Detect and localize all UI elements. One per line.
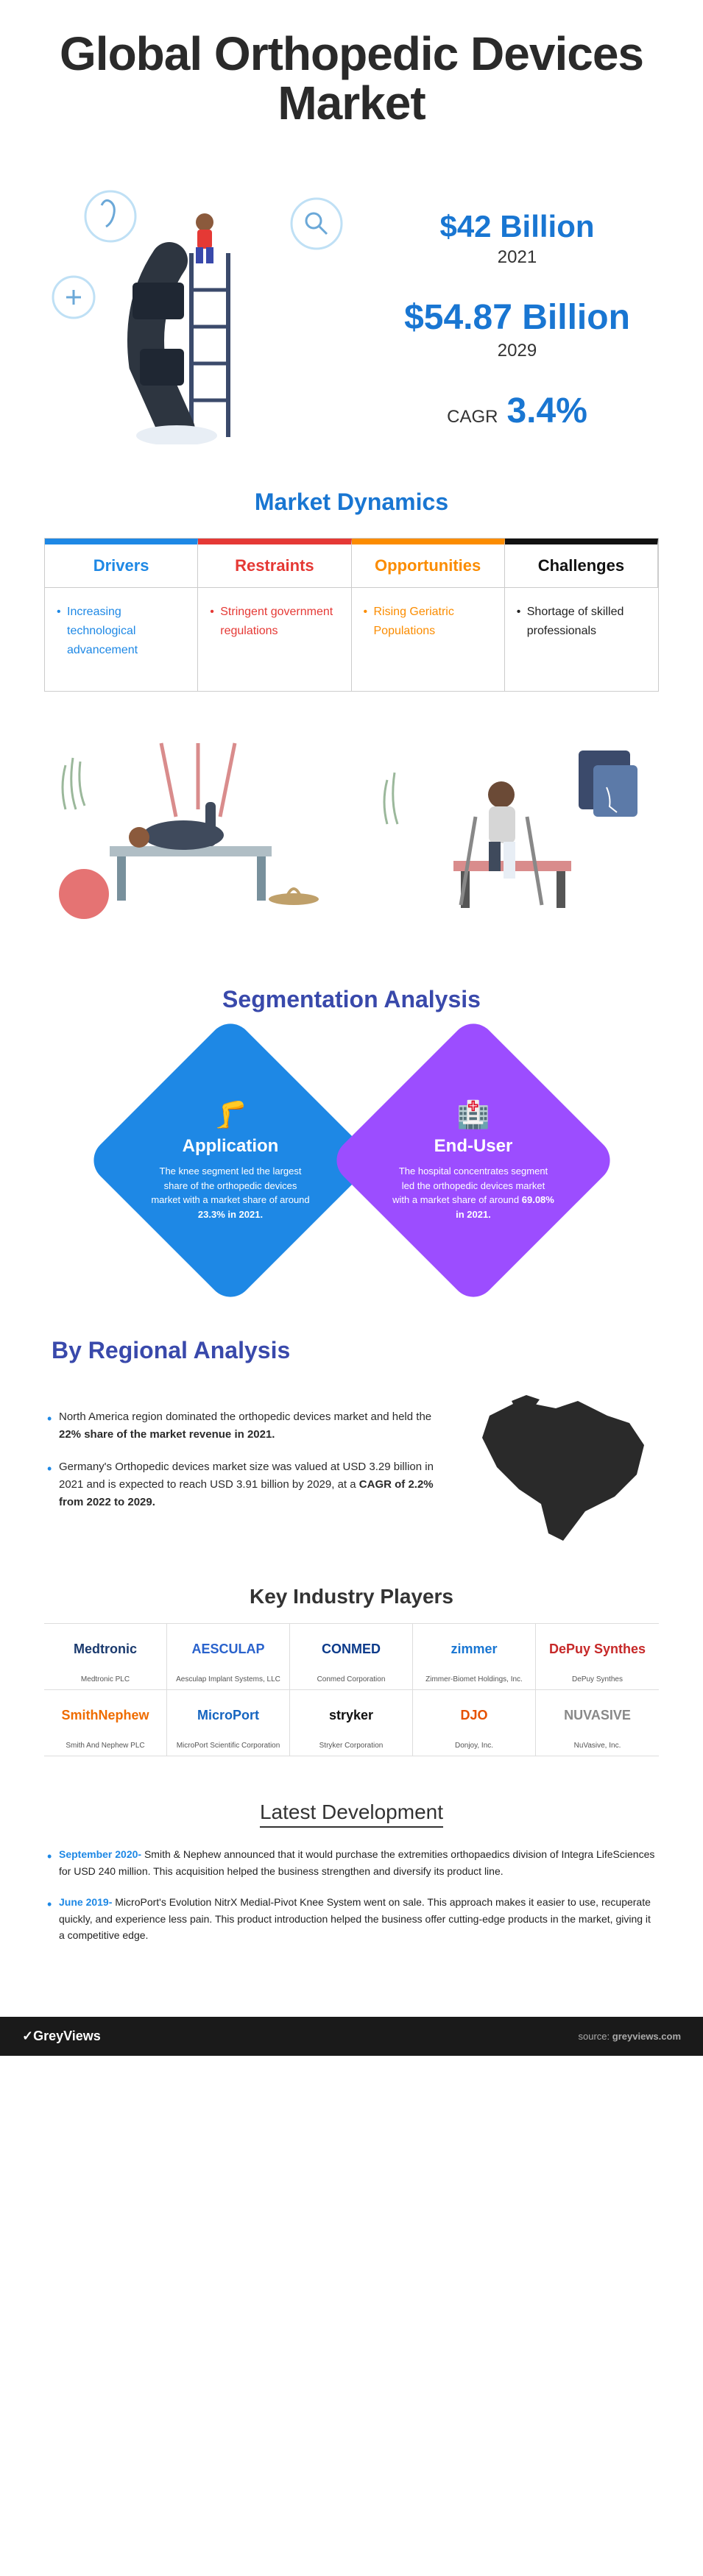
footer-logo: ✓GreyViews [22,2029,101,2044]
cagr-row: CAGR 3.4% [375,391,659,431]
player-name: DePuy Synthes [542,1675,653,1683]
dynamics-header-drivers: Drivers [45,539,198,588]
stat-value-2021: $42 Billion [375,209,659,244]
player-logo: SmithNephew [50,1700,160,1730]
regional-point-1: North America region dominated the ortho… [44,1408,445,1444]
player-logo: MicroPort [173,1700,283,1730]
players-title: Key Industry Players [44,1585,659,1608]
player-logo: stryker [296,1700,406,1730]
dynamics-header-restraints: Restraints [198,539,351,588]
player-name: MicroPort Scientific Corporation [173,1742,283,1750]
dynamics-cell-restraints: Stringent government regulations [198,588,351,691]
drivers-item: Increasing technological advancement [57,603,186,659]
therapy-illustration [51,736,331,927]
player-cell: DePuy Synthes DePuy Synthes [536,1624,659,1690]
player-cell: NUVASIVE NuVasive, Inc. [536,1690,659,1756]
player-logo: zimmer [419,1634,529,1664]
enduser-diamond: 🏥 End-User The hospital concentrates seg… [328,1015,619,1306]
regional-title: By Regional Analysis [52,1337,659,1364]
developments-title: Latest Development [44,1800,659,1824]
enduser-text: The hospital concentrates segment led th… [392,1164,554,1221]
development-date: June 2019- [59,1896,115,1908]
restraints-item: Stringent government regulations [210,603,339,640]
north-america-map [467,1394,659,1541]
player-name: Aesculap Implant Systems, LLC [173,1675,283,1683]
knee-icon: 🦵 [149,1099,311,1130]
development-text: MicroPort's Evolution NitrX Medial-Pivot… [59,1896,651,1941]
player-cell: MicroPort MicroPort Scientific Corporatio… [167,1690,290,1756]
player-cell: zimmer Zimmer-Biomet Holdings, Inc. [413,1624,536,1690]
opportunities-item: Rising Geriatric Populations [364,603,492,640]
regional-point-2: Germany's Orthopedic devices market size… [44,1458,445,1511]
player-name: NuVasive, Inc. [542,1742,653,1750]
player-name: Stryker Corporation [296,1742,406,1750]
player-cell: CONMED Conmed Corporation [290,1624,413,1690]
player-name: Conmed Corporation [296,1675,406,1683]
player-name: Zimmer-Biomet Holdings, Inc. [419,1675,529,1683]
player-logo: Medtronic [50,1634,160,1664]
challenges-item: Shortage of skilled professionals [517,603,646,640]
player-logo: DJO [419,1700,529,1730]
cagr-label: CAGR [447,407,498,427]
cagr-value: 3.4% [506,391,587,431]
player-cell: SmithNephew Smith And Nephew PLC [44,1690,167,1756]
player-cell: AESCULAP Aesculap Implant Systems, LLC [167,1624,290,1690]
development-item: June 2019- MicroPort's Evolution NitrX M… [44,1894,659,1943]
application-label: Application [149,1136,311,1157]
application-text: The knee segment led the largest share o… [149,1164,311,1221]
dynamics-header-challenges: Challenges [505,539,658,588]
hero-stats: $42 Billion 2021 $54.87 Billion 2029 CAG… [375,165,659,431]
player-cell: stryker Stryker Corporation [290,1690,413,1756]
development-date: September 2020- [59,1848,144,1860]
dynamics-table: Drivers Restraints Opportunities Challen… [44,538,659,692]
player-logo: DePuy Synthes [542,1634,653,1664]
player-logo: NUVASIVE [542,1700,653,1730]
development-item: September 2020- Smith & Nephew announced… [44,1846,659,1879]
dynamics-header-opportunities: Opportunities [352,539,505,588]
player-cell: DJO Donjoy, Inc. [413,1690,536,1756]
dynamics-cell-challenges: Shortage of skilled professionals [505,588,658,691]
stat-2021: $42 Billion 2021 [375,209,659,268]
stat-2029: $54.87 Billion 2029 [375,297,659,361]
player-logo: AESCULAP [173,1634,283,1664]
footer-source: source: greyviews.com [579,2031,681,2042]
regional-section: North America region dominated the ortho… [44,1394,659,1541]
stat-value-2029: $54.87 Billion [375,297,659,338]
player-name: Medtronic PLC [50,1675,160,1683]
segmentation-row: 🦵 Application The knee segment led the l… [44,1057,659,1263]
regional-text: North America region dominated the ortho… [44,1408,445,1526]
developments-list: September 2020- Smith & Nephew announced… [44,1846,659,1943]
patient-illustration [372,736,652,927]
development-text: Smith & Nephew announced that it would p… [59,1848,654,1876]
footer: ✓GreyViews source: greyviews.com [0,2017,703,2056]
page-title: Global Orthopedic Devices Market [44,29,659,128]
hero-section: $42 Billion 2021 $54.87 Billion 2029 CAG… [44,165,659,444]
illustrations-row [44,736,659,927]
player-name: Smith And Nephew PLC [50,1742,160,1750]
application-diamond: 🦵 Application The knee segment led the l… [85,1015,376,1306]
dynamics-cell-opportunities: Rising Geriatric Populations [352,588,505,691]
player-name: Donjoy, Inc. [419,1742,529,1750]
player-cell: Medtronic Medtronic PLC [44,1624,167,1690]
segmentation-title: Segmentation Analysis [44,986,659,1013]
dynamics-cell-drivers: Increasing technological advancement [45,588,198,691]
hospital-icon: 🏥 [392,1099,554,1130]
hero-illustration [44,165,353,444]
stat-year-2029: 2029 [375,341,659,361]
stat-year-2021: 2021 [375,247,659,268]
enduser-label: End-User [392,1136,554,1157]
player-logo: CONMED [296,1634,406,1664]
players-grid: Medtronic Medtronic PLC AESCULAP Aesculap I… [44,1623,659,1756]
dynamics-title: Market Dynamics [44,489,659,516]
